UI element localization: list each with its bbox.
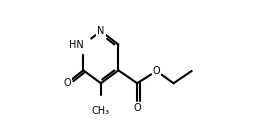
Text: N: N xyxy=(97,26,105,36)
Text: CH₃: CH₃ xyxy=(92,105,110,115)
Text: O: O xyxy=(63,78,71,88)
Text: HN: HN xyxy=(69,40,83,50)
Text: O: O xyxy=(153,66,160,76)
Text: O: O xyxy=(133,103,141,113)
